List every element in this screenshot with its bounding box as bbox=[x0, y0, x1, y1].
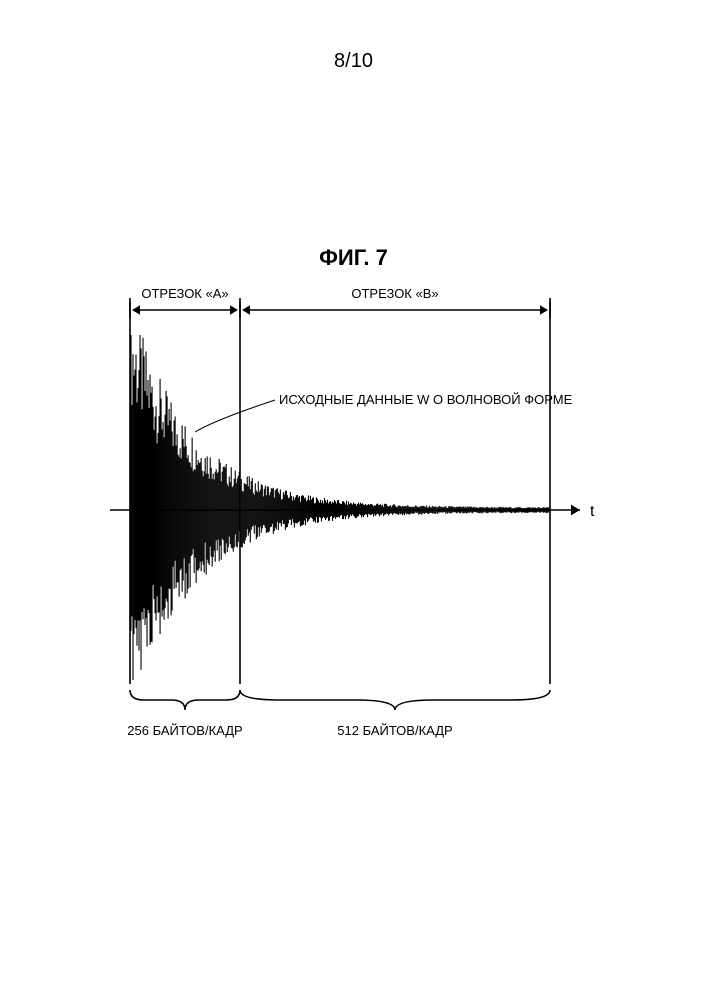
figure-diagram: t ОТРЕЗОК «A» ОТРЕЗОК «B» ИСХОДНЫЕ ДАННЫЕ W… bbox=[110, 280, 610, 780]
waveform bbox=[130, 335, 550, 680]
axis-label-t: t bbox=[590, 503, 595, 520]
segment-b-label: ОТРЕЗОК «B» bbox=[351, 286, 438, 301]
bytes-b-label: 512 БАЙТОВ/КАДР bbox=[337, 723, 452, 738]
page: 8/10 ФИГ. 7 t ОТРЕЗОК «A» ОТРЕЗОК «B» ИСХОД… bbox=[0, 0, 707, 1000]
page-number: 8/10 bbox=[0, 50, 707, 73]
bytes-a-label: 256 БАЙТОВ/КАДР bbox=[127, 723, 242, 738]
figure-svg: t ОТРЕЗОК «A» ОТРЕЗОК «B» ИСХОДНЫЕ ДАННЫЕ W… bbox=[110, 280, 610, 780]
waveform-label: ИСХОДНЫЕ ДАННЫЕ W О ВОЛНОВОЙ ФОРМЕ bbox=[279, 392, 573, 407]
segment-a-label: ОТРЕЗОК «A» bbox=[141, 286, 228, 301]
callout-leader bbox=[195, 400, 275, 432]
figure-title: ФИГ. 7 bbox=[0, 245, 707, 271]
